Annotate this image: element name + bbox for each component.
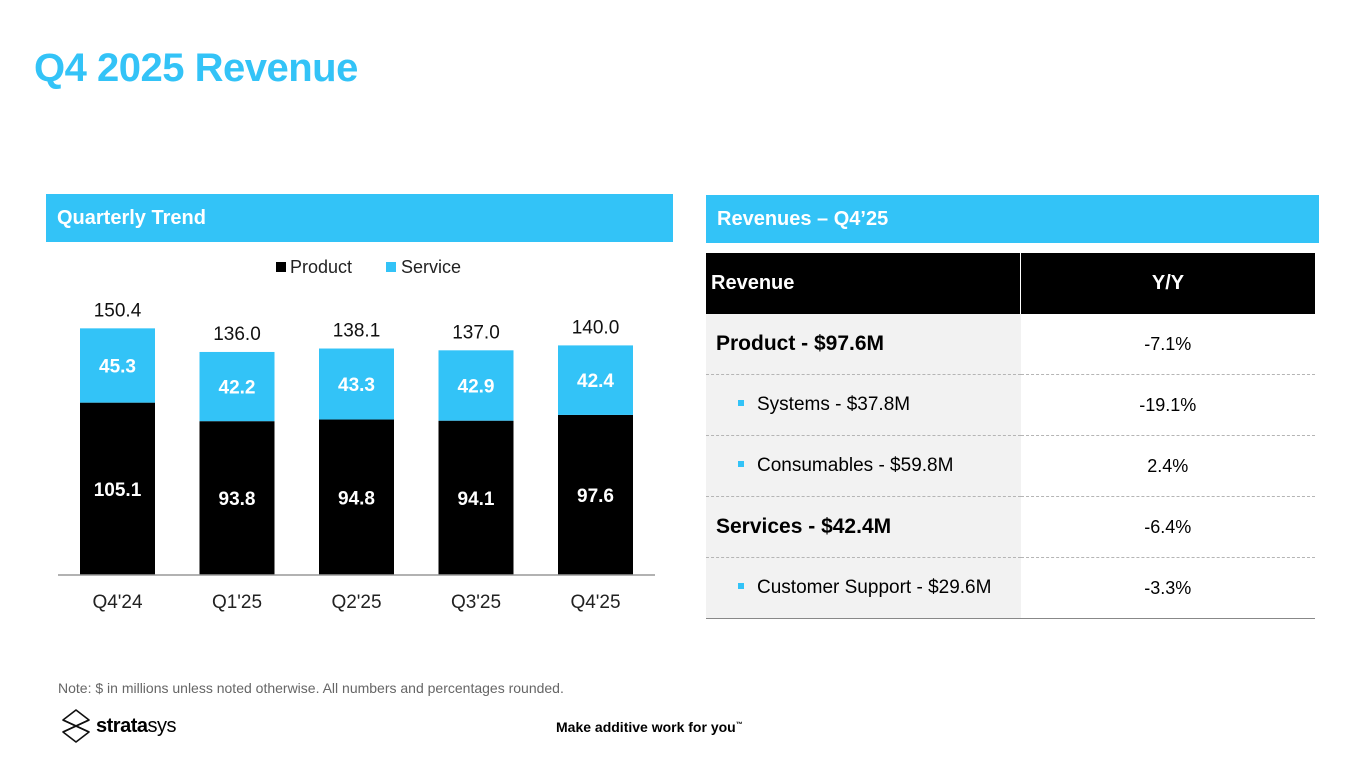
- page-title: Q4 2025 Revenue: [34, 46, 358, 90]
- data-label-service: 43.3: [338, 375, 375, 396]
- yy-change-cell: 2.4%: [1020, 435, 1315, 497]
- bar-product: [199, 421, 275, 575]
- bullet-icon: [738, 460, 744, 467]
- legend-label-service: Service: [401, 257, 461, 277]
- legend-swatch-service: [386, 262, 396, 272]
- legend-swatch-product: [276, 262, 286, 272]
- bar-service: [319, 348, 394, 420]
- stratasys-logo-icon: [62, 709, 90, 743]
- revenue-line-label: Product - $97.6M: [716, 332, 885, 355]
- table-row: Systems - $37.8M -19.1%: [706, 374, 1315, 436]
- table-header-row: Revenue Y/Y: [706, 253, 1315, 314]
- revenue-line-cell: Customer Support - $29.6M: [706, 557, 1021, 619]
- table-row: Services - $42.4M -6.4%: [706, 496, 1315, 558]
- data-label-total: 150.4: [94, 300, 142, 321]
- bullet-icon: [738, 399, 744, 406]
- footnote: Note: $ in millions unless noted otherwi…: [58, 680, 564, 696]
- bullet-icon: [738, 582, 744, 589]
- data-label-product: 93.8: [219, 489, 256, 510]
- data-label-service: 42.9: [458, 376, 495, 397]
- revenue-line-label: Systems - $37.8M: [757, 394, 911, 415]
- logo-wordmark: stratasys: [96, 715, 176, 738]
- logo-wordmark-bold: strata: [96, 714, 148, 737]
- column-header-revenue: Revenue: [706, 253, 1021, 314]
- quarterly-trend-header: Quarterly Trend: [46, 194, 673, 242]
- x-tick-label: Q4'24: [92, 592, 143, 613]
- bar-product: [558, 414, 633, 575]
- data-label-total: 140.0: [572, 317, 620, 338]
- data-label-total: 136.0: [213, 324, 261, 345]
- table-row: Consumables - $59.8M 2.4%: [706, 435, 1315, 497]
- quarterly-revenue-chart: Product Service 105.1 45.3 150.4 Q4'24 93.8 42.…: [58, 257, 655, 613]
- bar-product: [319, 419, 394, 575]
- table-row: Product - $97.6M -7.1%: [706, 314, 1315, 375]
- revenue-line-label: Customer Support - $29.6M: [757, 577, 992, 598]
- revenues-q4-header: Revenues – Q4’25: [706, 195, 1319, 243]
- revenue-line-cell: Services - $42.4M: [706, 496, 1021, 558]
- data-label-service: 45.3: [99, 356, 136, 377]
- revenue-line-cell: Systems - $37.8M: [706, 374, 1021, 436]
- column-header-yy: Y/Y: [1020, 253, 1315, 314]
- bar-service: [558, 345, 633, 415]
- revenue-line-label: Services - $42.4M: [716, 515, 892, 538]
- revenue-line-cell: Product - $97.6M: [706, 314, 1021, 375]
- bar-service: [80, 328, 155, 403]
- x-tick-label: Q4'25: [570, 592, 620, 613]
- bar-product: [438, 420, 514, 575]
- tagline-text: Make additive work for you: [556, 719, 736, 735]
- revenue-line-cell: Consumables - $59.8M: [706, 435, 1021, 497]
- data-label-service: 42.2: [219, 378, 256, 399]
- x-tick-label: Q1'25: [212, 592, 262, 613]
- revenue-line-label: Consumables - $59.8M: [757, 455, 954, 476]
- yy-change-cell: -6.4%: [1020, 496, 1315, 558]
- yy-change-cell: -3.3%: [1020, 557, 1315, 619]
- data-label-product: 105.1: [94, 480, 142, 501]
- stratasys-logo: stratasys: [62, 709, 176, 743]
- data-label-product: 97.6: [577, 486, 614, 507]
- table-row: Customer Support - $29.6M -3.3%: [706, 557, 1315, 619]
- yy-change-cell: -19.1%: [1020, 374, 1315, 436]
- data-label-total: 138.1: [333, 321, 381, 342]
- logo-wordmark-light: sys: [147, 714, 176, 737]
- bar-product: [80, 402, 155, 575]
- data-label-total: 137.0: [452, 322, 500, 343]
- bar-service: [438, 350, 514, 421]
- trademark-mark: ™: [735, 721, 743, 729]
- revenue-table: Revenue Y/Y Product - $97.6M -7.1% Systems…: [706, 253, 1315, 619]
- data-label-product: 94.8: [338, 488, 375, 509]
- bar-service: [199, 351, 275, 422]
- x-tick-label: Q3'25: [451, 592, 501, 613]
- x-tick-label: Q2'25: [331, 592, 381, 613]
- tagline: Make additive work for you™: [556, 719, 743, 735]
- data-label-service: 42.4: [577, 371, 614, 392]
- data-label-product: 94.1: [458, 489, 495, 510]
- yy-change-cell: -7.1%: [1020, 314, 1315, 375]
- legend-label-product: Product: [290, 257, 352, 277]
